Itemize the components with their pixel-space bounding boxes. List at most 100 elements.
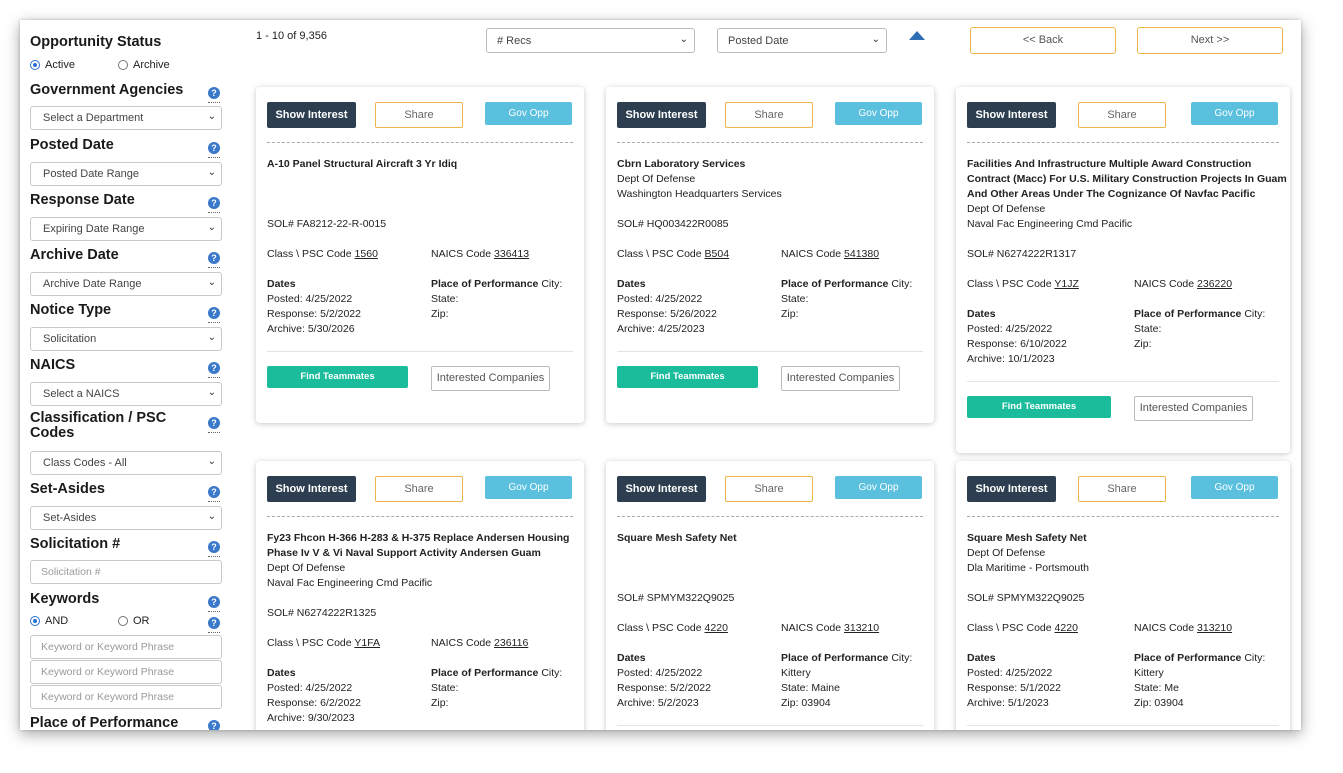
keywords-and-radio[interactable]: AND [30,615,68,627]
opportunity-title[interactable]: Facilities And Infrastructure Multiple A… [967,158,1287,200]
state-label: State: [431,293,459,305]
chevron-down-icon: ⌄ [207,277,216,288]
share-button[interactable]: Share [1078,476,1166,502]
recs-select-value: # Recs [497,35,532,47]
psc-link[interactable]: 4220 [704,622,728,634]
psc-link[interactable]: Y1JZ [1054,278,1079,290]
set-asides-select-value: Set-Asides [43,512,97,524]
city-label: City: [891,652,913,664]
opportunity-title[interactable]: A-10 Panel Structural Aircraft 3 Yr Idiq [267,158,458,170]
next-button[interactable]: Next >> [1137,27,1283,54]
psc-label: Class \ PSC Code [617,248,702,260]
response-date-select-value: Expiring Date Range [43,223,145,235]
help-icon[interactable]: ? [208,197,220,213]
help-icon[interactable]: ? [208,417,220,433]
archive-date: Archive: 5/1/2023 [967,697,1049,709]
solicitation-input[interactable]: Solicitation # [30,560,222,584]
gov-opp-button[interactable]: Gov Opp [485,476,572,499]
sort-by-select[interactable]: Posted Date ⌄ [717,28,887,53]
psc-link[interactable]: 1560 [354,248,378,260]
opportunity-title[interactable]: Fy23 Fhcon H-366 H-283 & H-375 Replace A… [267,532,569,559]
help-icon[interactable]: ? [208,307,220,323]
back-button[interactable]: << Back [970,27,1116,54]
radio-unchecked-icon [118,60,128,70]
naics-select[interactable]: Select a NAICS ⌄ [30,382,222,406]
response-date-select[interactable]: Expiring Date Range ⌄ [30,217,222,241]
share-button[interactable]: Share [725,102,813,128]
naics-code: NAICS Code 336413 [431,247,529,262]
psc-link[interactable]: 4220 [1054,622,1078,634]
opportunity-title[interactable]: Square Mesh Safety Net [967,532,1087,544]
naics-link[interactable]: 236220 [1197,278,1233,290]
response-date: Response: 6/2/2022 [267,697,361,709]
keywords-or-radio[interactable]: OR [118,615,150,627]
status-active-radio[interactable]: Active [30,59,75,71]
share-button[interactable]: Share [375,102,463,128]
help-icon[interactable]: ? [208,486,220,502]
class-codes-select[interactable]: Class Codes - All ⌄ [30,451,222,475]
show-interest-button[interactable]: Show Interest [967,102,1056,128]
recs-per-page-select[interactable]: # Recs ⌄ [486,28,695,53]
posted-date: Posted: 4/25/2022 [267,682,353,694]
department-select[interactable]: Select a Department ⌄ [30,106,222,130]
help-icon[interactable]: ? [208,596,220,612]
agency-name: Dept Of Defense [617,173,696,185]
opportunity-title[interactable]: Square Mesh Safety Net [617,532,737,544]
psc-link[interactable]: Y1FA [354,637,381,649]
place-label: Place of Performance [781,278,889,290]
show-interest-button[interactable]: Show Interest [267,476,356,502]
chevron-down-icon: ⌄ [871,34,880,45]
posted-date-select[interactable]: Posted Date Range ⌄ [30,162,222,186]
help-icon[interactable]: ? [208,541,220,557]
show-interest-button[interactable]: Show Interest [617,102,706,128]
keyword-input-3[interactable]: Keyword or Keyword Phrase [30,685,222,709]
archive-date-select[interactable]: Archive Date Range ⌄ [30,272,222,296]
gov-opp-button[interactable]: Gov Opp [1191,102,1278,125]
help-icon[interactable]: ? [208,142,220,158]
opportunity-card: Show Interest Share Gov Opp Square Mesh … [956,461,1290,730]
show-interest-button[interactable]: Show Interest [617,476,706,502]
set-asides-select[interactable]: Set-Asides ⌄ [30,506,222,530]
help-icon[interactable]: ? [208,720,220,730]
help-icon[interactable]: ? [208,362,220,378]
interested-companies-button[interactable]: Interested Companies [1134,396,1253,421]
naics-label: NAICS Code [781,622,842,634]
place-block: Place of Performance City: State: Zip: [431,277,562,322]
opportunity-title[interactable]: Cbrn Laboratory Services [617,158,746,170]
help-icon[interactable]: ? [208,617,220,633]
gov-opp-button[interactable]: Gov Opp [1191,476,1278,499]
naics-link[interactable]: 236116 [494,637,529,649]
naics-link[interactable]: 541380 [844,248,880,260]
share-button[interactable]: Share [725,476,813,502]
find-teammates-button[interactable]: Find Teammates [267,366,408,388]
response-date: Response: 5/26/2022 [617,308,717,320]
notice-type-select[interactable]: Solicitation ⌄ [30,327,222,351]
naics-link[interactable]: 313210 [1197,622,1233,634]
psc-link[interactable]: B504 [704,248,730,260]
share-button[interactable]: Share [1078,102,1166,128]
find-teammates-button[interactable]: Find Teammates [617,366,758,388]
status-archive-radio[interactable]: Archive [118,59,170,71]
notice-type-title: Notice Type [30,302,112,318]
gov-opp-button[interactable]: Gov Opp [835,476,922,499]
divider [967,725,1279,726]
show-interest-button[interactable]: Show Interest [967,476,1056,502]
sort-ascending-icon[interactable] [909,31,925,40]
naics-link[interactable]: 336413 [494,248,530,260]
office-name: Washington Headquarters Services [617,188,782,200]
posted-date: Posted: 4/25/2022 [267,293,353,305]
interested-companies-button[interactable]: Interested Companies [431,366,550,391]
share-button[interactable]: Share [375,476,463,502]
opportunity-card: Show Interest Share Gov Opp Square Mesh … [606,461,934,730]
gov-opp-button[interactable]: Gov Opp [485,102,572,125]
gov-opp-button[interactable]: Gov Opp [835,102,922,125]
keyword-input-2[interactable]: Keyword or Keyword Phrase [30,660,222,684]
help-icon[interactable]: ? [208,87,220,103]
find-teammates-button[interactable]: Find Teammates [967,396,1111,418]
naics-link[interactable]: 313210 [844,622,880,634]
help-icon[interactable]: ? [208,252,220,268]
show-interest-button[interactable]: Show Interest [267,102,356,128]
keyword-input-1[interactable]: Keyword or Keyword Phrase [30,635,222,659]
results-count: 1 - 10 of 9,356 [256,30,327,42]
interested-companies-button[interactable]: Interested Companies [781,366,900,391]
